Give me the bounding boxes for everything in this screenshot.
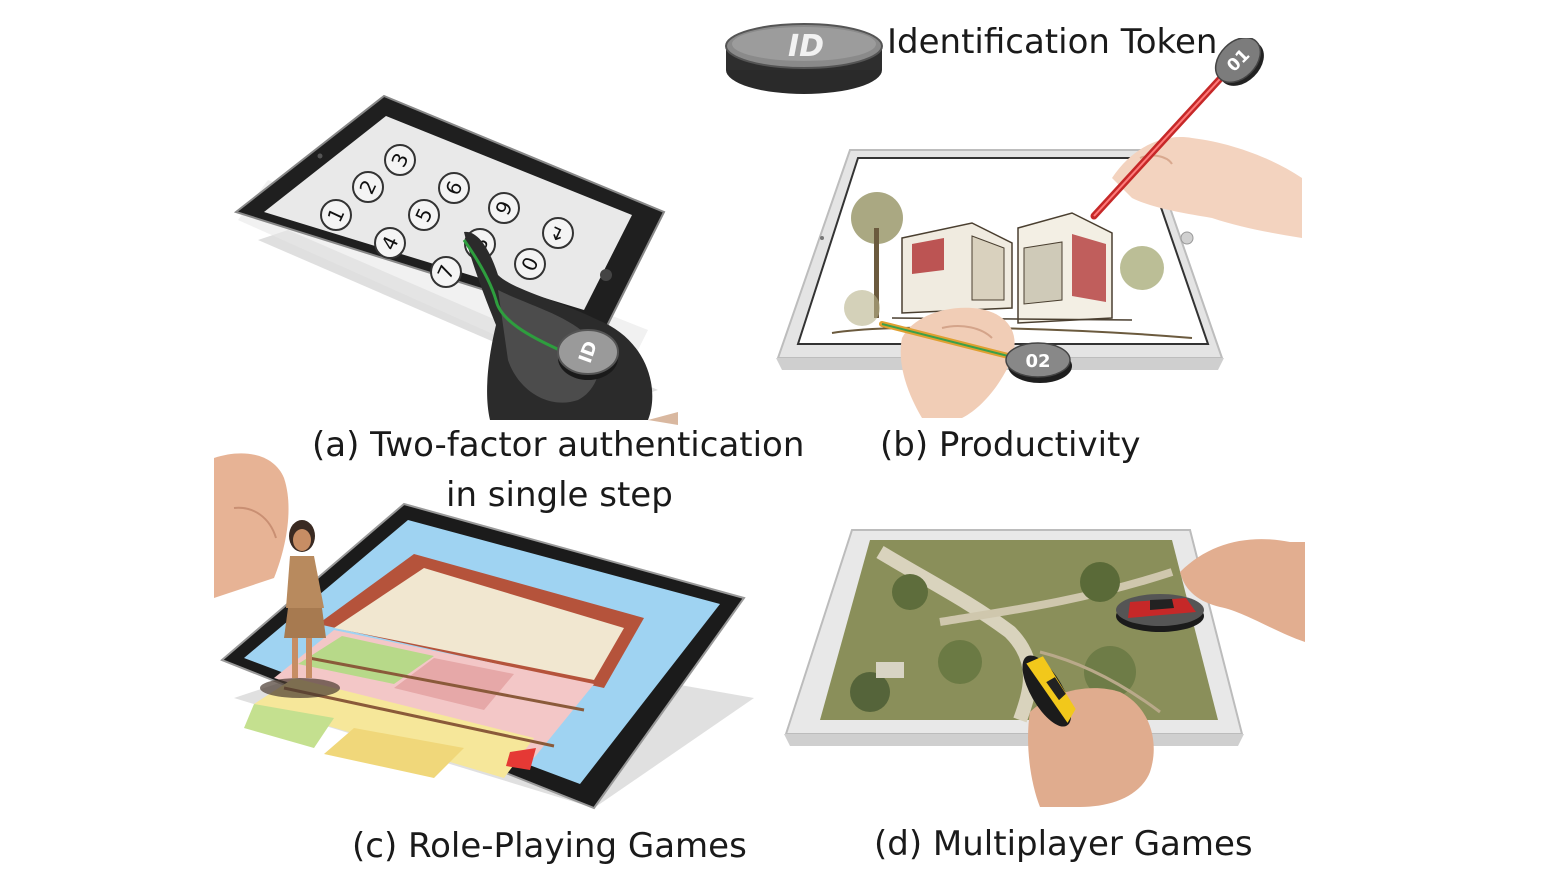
dollhouse bbox=[244, 554, 644, 778]
caption-b: (b) Productivity bbox=[880, 425, 1141, 465]
legend-token: ID bbox=[722, 20, 890, 100]
caption-a-line2: in single step bbox=[446, 475, 673, 515]
token-badge-text: ID bbox=[788, 29, 824, 64]
tablet-keypad-illustration: 1 2 3 4 5 6 7 8 9 0 ↵ ID bbox=[233, 94, 678, 425]
right-hand-icon bbox=[1180, 539, 1305, 642]
caption-d: (d) Multiplayer Games bbox=[874, 824, 1253, 864]
token-02-text: 02 bbox=[1025, 351, 1050, 372]
tablet-map-illustration bbox=[784, 529, 1305, 807]
panel-b-illustration: 01 02 bbox=[772, 36, 1302, 418]
house-sketch bbox=[831, 192, 1193, 339]
keypad: 1 2 3 4 5 6 7 8 9 0 ↵ bbox=[320, 144, 574, 288]
aerial-map bbox=[850, 545, 1174, 723]
upper-hand-icon bbox=[1112, 137, 1302, 238]
panel-d-illustration bbox=[780, 512, 1305, 807]
caption-c: (c) Role-Playing Games bbox=[352, 826, 747, 866]
red-car-token-icon bbox=[1116, 594, 1204, 632]
legend-token-label: Identification Token bbox=[887, 22, 1218, 62]
figurine-character-icon bbox=[260, 520, 340, 698]
glove-id-token-icon: ID bbox=[557, 329, 619, 380]
hand-holding-figurine-icon bbox=[214, 453, 289, 598]
tablet-sketch-illustration: 01 02 bbox=[776, 36, 1302, 418]
stylus-token-01-icon: 01 bbox=[1214, 36, 1264, 86]
panel-c-illustration bbox=[214, 448, 754, 818]
panel-a-illustration: 1 2 3 4 5 6 7 8 9 0 ↵ ID bbox=[228, 90, 678, 425]
caption-a-line1: (a) Two-factor authentication bbox=[312, 425, 805, 465]
tablet-dollhouse-illustration bbox=[214, 453, 754, 810]
yellow-car-token-icon bbox=[1022, 655, 1076, 727]
id-token-icon: ID bbox=[725, 23, 883, 94]
stylus-token-02-icon: 02 bbox=[1005, 342, 1072, 383]
lower-hand-icon bbox=[900, 307, 1015, 418]
